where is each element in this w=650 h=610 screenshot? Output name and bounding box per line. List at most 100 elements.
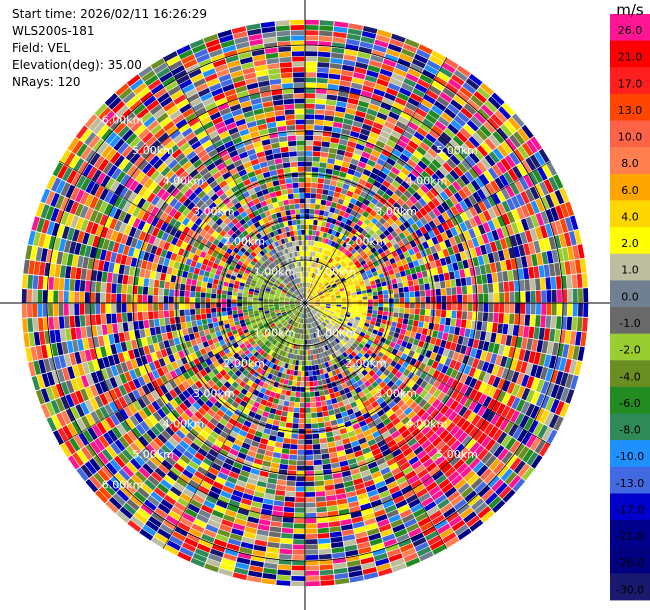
gate-cell bbox=[318, 325, 322, 330]
gate-cell bbox=[307, 307, 310, 313]
gate-cell bbox=[290, 369, 295, 376]
gate-cell bbox=[64, 316, 70, 329]
gate-cell bbox=[360, 442, 369, 450]
gate-cell bbox=[405, 256, 413, 264]
gate-cell bbox=[305, 214, 310, 220]
gate-cell bbox=[524, 230, 533, 243]
gate-cell bbox=[520, 401, 531, 415]
gate-cell bbox=[431, 398, 441, 409]
gate-cell bbox=[364, 373, 372, 380]
gate-cell bbox=[502, 380, 511, 392]
gate-cell bbox=[486, 410, 496, 423]
gate-cell bbox=[382, 471, 394, 480]
gate-cell bbox=[341, 270, 347, 276]
gate-cell bbox=[308, 306, 313, 311]
gate-cell bbox=[390, 383, 399, 392]
gate-cell bbox=[276, 580, 291, 586]
gate-cell bbox=[324, 326, 330, 332]
gate-cell bbox=[410, 154, 420, 164]
gate-cell bbox=[403, 190, 413, 199]
gate-cell bbox=[440, 112, 453, 123]
gate-cell bbox=[445, 536, 460, 548]
gate-cell bbox=[333, 242, 339, 249]
gate-cell bbox=[488, 134, 501, 147]
gate-cell bbox=[317, 51, 331, 58]
gate-cell bbox=[481, 274, 488, 284]
gate-cell bbox=[473, 445, 485, 457]
gate-cell bbox=[299, 402, 305, 408]
gate-cell bbox=[275, 409, 283, 416]
gate-cell bbox=[322, 243, 328, 249]
gate-cell bbox=[386, 157, 396, 167]
gate-cell bbox=[424, 262, 432, 270]
gate-cell bbox=[382, 192, 391, 201]
gate-cell bbox=[281, 411, 288, 417]
gate-cell bbox=[326, 269, 332, 275]
gate-cell bbox=[330, 201, 338, 208]
gate-cell bbox=[95, 314, 102, 325]
gate-cell bbox=[497, 271, 504, 283]
gate-cell bbox=[328, 73, 341, 80]
gate-cell bbox=[139, 268, 146, 278]
gate-cell bbox=[459, 200, 469, 211]
gate-cell bbox=[454, 361, 462, 371]
gate-cell bbox=[344, 403, 352, 411]
gate-cell bbox=[48, 290, 54, 303]
gate-cell bbox=[326, 233, 331, 240]
gate-cell bbox=[315, 287, 320, 292]
gate-cell bbox=[512, 269, 519, 281]
gate-cell bbox=[357, 460, 367, 468]
gate-cell bbox=[211, 307, 217, 313]
gate-cell bbox=[437, 331, 444, 340]
gate-cell bbox=[329, 312, 334, 316]
gate-cell bbox=[364, 282, 371, 287]
gate-cell bbox=[377, 290, 383, 296]
gate-cell bbox=[69, 291, 75, 303]
gate-cell bbox=[200, 297, 206, 303]
gate-cell bbox=[505, 407, 516, 421]
gate-cell bbox=[96, 325, 103, 336]
gate-cell bbox=[457, 447, 469, 459]
gate-cell bbox=[403, 286, 409, 293]
gate-cell bbox=[354, 450, 364, 458]
gate-cell bbox=[435, 288, 441, 296]
gate-cell bbox=[501, 367, 510, 380]
gate-cell bbox=[441, 221, 450, 231]
gate-cell bbox=[382, 237, 390, 245]
gate-cell bbox=[357, 358, 365, 365]
gate-cell bbox=[309, 304, 315, 307]
gate-cell bbox=[459, 394, 469, 406]
gate-cell bbox=[321, 286, 326, 291]
gate-cell bbox=[424, 315, 430, 323]
gate-cell bbox=[306, 293, 310, 299]
gate-cell bbox=[493, 461, 505, 475]
gate-cell bbox=[163, 296, 169, 303]
gate-cell bbox=[409, 195, 418, 205]
gate-cell bbox=[408, 313, 415, 320]
gate-cell bbox=[284, 395, 291, 402]
gate-cell bbox=[505, 335, 513, 346]
gate-cell bbox=[375, 369, 383, 377]
gate-cell bbox=[325, 244, 331, 251]
gate-cell bbox=[570, 375, 579, 390]
gate-cell bbox=[291, 581, 305, 587]
gate-cell bbox=[508, 281, 515, 292]
gate-cell bbox=[466, 182, 477, 194]
gate-cell bbox=[281, 527, 294, 534]
gate-cell bbox=[321, 266, 326, 272]
gate-cell bbox=[436, 266, 444, 275]
gate-cell bbox=[504, 292, 510, 303]
gate-cell bbox=[362, 85, 374, 93]
gate-cell bbox=[394, 235, 402, 243]
gate-cell bbox=[540, 277, 546, 290]
gate-cell bbox=[423, 204, 432, 214]
gate-cell bbox=[321, 248, 326, 254]
gate-cell bbox=[270, 521, 282, 528]
gate-cell bbox=[378, 358, 386, 366]
gate-cell bbox=[399, 194, 409, 203]
gate-cell bbox=[386, 217, 395, 226]
gate-cell bbox=[305, 365, 309, 371]
gate-cell bbox=[371, 149, 381, 158]
gate-cell bbox=[550, 207, 560, 222]
gate-cell bbox=[366, 214, 374, 222]
